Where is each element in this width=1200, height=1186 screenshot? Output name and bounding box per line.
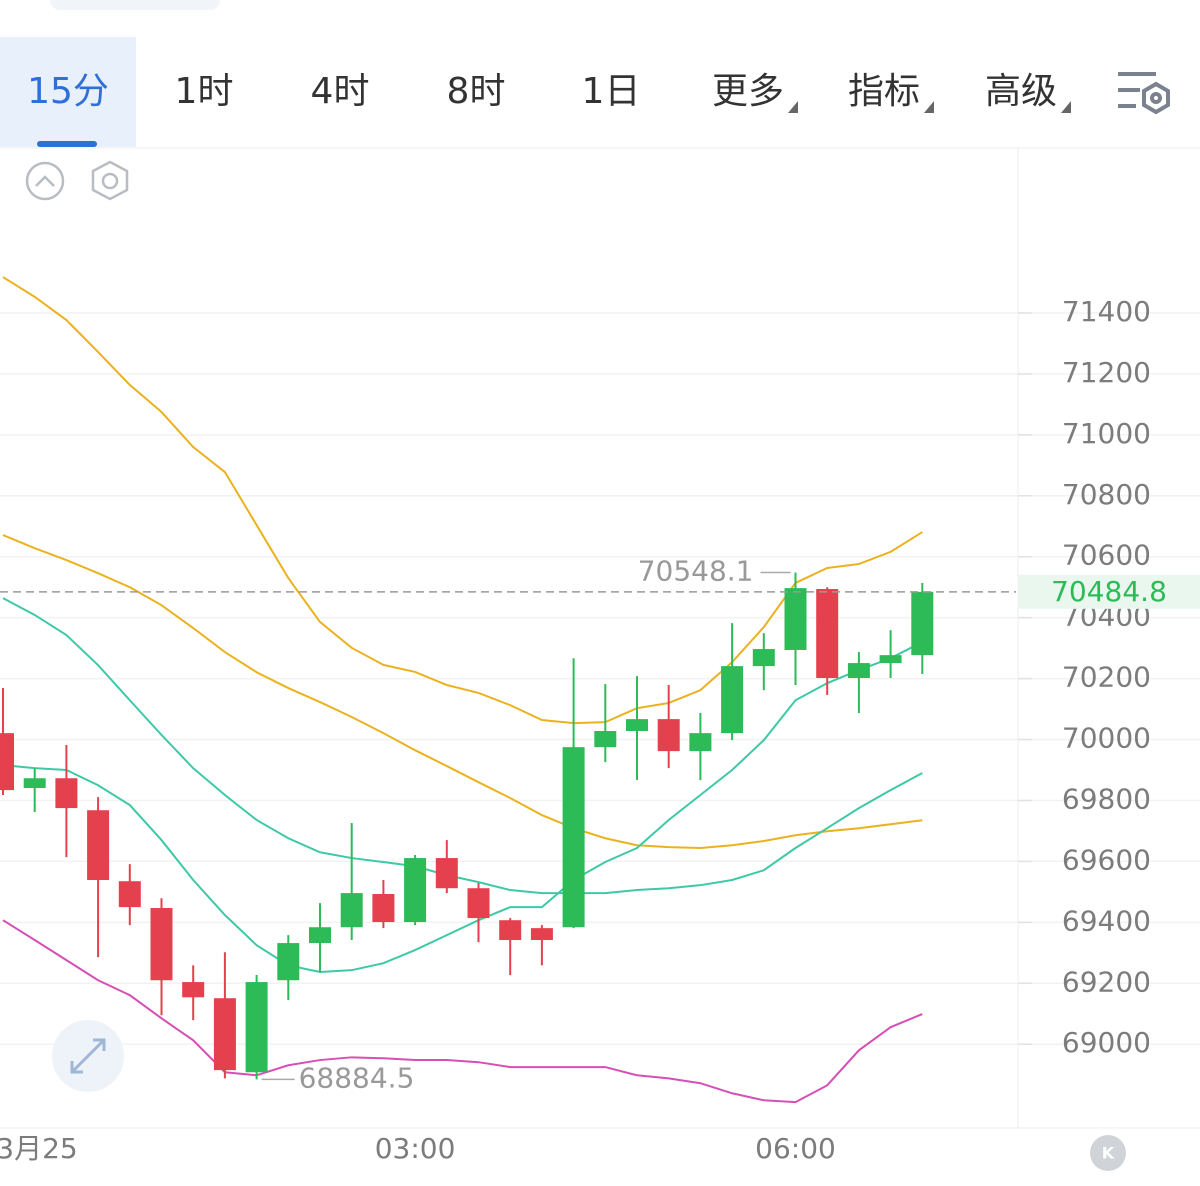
grid: 6900069200694006960069800700007020070400… [0,295,1200,1165]
dropdown-caret [788,101,798,113]
y-tick-label: 70600 [1062,539,1151,572]
candle-body [277,943,300,981]
indicator-line [2,276,923,725]
y-tick-label: 70000 [1062,722,1151,755]
candle-body [245,982,268,1073]
y-tick-label: 71400 [1062,295,1151,328]
indicator-line [2,641,923,974]
candle-body [594,731,617,748]
tab[interactable]: 4时 [311,71,370,112]
tab[interactable]: 更多 [712,71,784,112]
tab[interactable]: 8时 [447,71,506,112]
candle-body [499,920,522,941]
dropdown-caret [1061,101,1071,113]
expand-button[interactable] [52,1020,124,1092]
candle-body [55,778,78,809]
y-tick-label: 71000 [1062,417,1151,450]
active-tab-bg [0,37,136,147]
candle-body [752,649,775,667]
y-tick-label: 69200 [1062,965,1151,998]
tab-bar: 15分 1时 4时 8时 1日 更多 指标 高级 [27,71,1071,113]
x-tick-label: 06:00 [755,1132,836,1165]
current-price-box [1018,574,1200,609]
status-pill [50,0,220,10]
scroll-latest-button[interactable]: K [1090,1135,1126,1171]
candle-body [372,894,395,923]
candle-body [562,747,585,928]
y-tick-label: 69600 [1062,843,1151,876]
max-label: 70548.1 [638,555,754,588]
active-tab-underline [37,141,97,147]
y-tick-label: 69000 [1062,1026,1151,1059]
y-tick-label: 71200 [1062,356,1151,389]
candle-body [118,881,141,908]
candle-body [626,719,648,732]
candle-body [530,928,553,941]
candle-body [689,733,712,752]
candle-body [435,858,458,889]
candle-body [467,888,490,919]
min-label: 68884.5 [299,1061,415,1094]
candle-body [87,810,110,880]
indicator-line [2,534,923,850]
y-tick-label: 70200 [1062,661,1151,694]
candle-body [404,858,427,923]
tab[interactable]: 指标 [848,71,920,112]
indicator-line [2,597,923,895]
tab[interactable]: 高级 [985,71,1057,112]
candle-body [309,927,331,944]
x-tick-label: 03:00 [375,1132,456,1165]
current-price-label: 70484.8 [1051,575,1167,608]
y-tick-label: 70800 [1062,478,1151,511]
candle-body [340,893,363,928]
candle-body [182,982,205,998]
tab[interactable]: 1日 [582,71,641,112]
candle-body [911,591,934,656]
candle-body [784,588,807,650]
indicator-line [2,919,923,1104]
candle-body [23,778,46,788]
plot: 70548.1 68884.5 70484.8 [0,276,1200,1104]
y-tick-label: 69400 [1062,904,1151,937]
chart-settings-button[interactable] [91,160,129,201]
candle-body [657,719,680,752]
candle-body [213,998,236,1071]
tab[interactable]: 15分 [27,71,109,112]
candle-body [816,589,839,678]
candle-body [0,733,14,791]
candle-body [879,655,902,664]
svg-text:K: K [1102,1144,1115,1163]
dropdown-caret [924,101,934,113]
settings-icon[interactable] [1118,72,1170,115]
candle-body [150,908,173,981]
y-tick-label: 69800 [1062,782,1151,815]
candle-body [721,666,744,734]
x-tick-label: 3月25 [0,1132,78,1165]
tab[interactable]: 1时 [175,71,234,112]
collapse-button[interactable] [25,161,65,201]
candle-body [847,663,870,678]
